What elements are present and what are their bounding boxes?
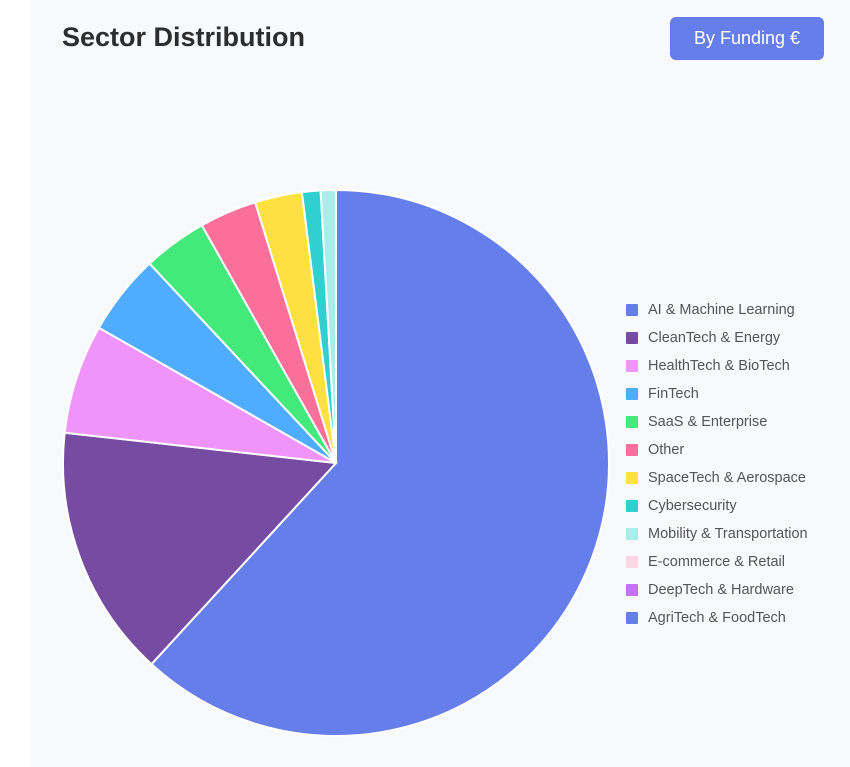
chart-card: Sector Distribution By Funding € AI & Ma… xyxy=(30,0,850,767)
chart-legend: AI & Machine Learning CleanTech & Energy H… xyxy=(626,296,808,632)
legend-label: Cybersecurity xyxy=(648,498,737,514)
legend-item-deeptech-hardware[interactable]: DeepTech & Hardware xyxy=(626,576,808,604)
pie-slice-ai-machine-learning[interactable] xyxy=(150,188,610,737)
legend-swatch xyxy=(626,500,638,512)
pie-slice-cleantech-energy[interactable] xyxy=(62,431,339,666)
legend-swatch xyxy=(626,444,638,456)
pie-slice-healthtech-biotech[interactable] xyxy=(63,326,337,464)
legend-item-e-commerce-retail[interactable]: E-commerce & Retail xyxy=(626,548,808,576)
legend-swatch xyxy=(626,612,638,624)
legend-label: E-commerce & Retail xyxy=(648,554,785,570)
legend-item-other[interactable]: Other xyxy=(626,436,808,464)
legend-swatch xyxy=(626,528,638,540)
legend-swatch xyxy=(626,332,638,344)
legend-swatch xyxy=(626,304,638,316)
legend-swatch xyxy=(626,360,638,372)
legend-swatch xyxy=(626,388,638,400)
legend-item-spacetech-aerospace[interactable]: SpaceTech & Aerospace xyxy=(626,464,808,492)
legend-item-ai-machine-learning[interactable]: AI & Machine Learning xyxy=(626,296,808,324)
legend-swatch xyxy=(626,556,638,568)
legend-label: SpaceTech & Aerospace xyxy=(648,470,806,486)
legend-item-mobility-transportation[interactable]: Mobility & Transportation xyxy=(626,520,808,548)
pie-chart xyxy=(62,188,610,737)
legend-label: HealthTech & BioTech xyxy=(648,358,790,374)
legend-label: CleanTech & Energy xyxy=(648,330,781,346)
legend-swatch xyxy=(626,472,638,484)
legend-item-cleantech-energy[interactable]: CleanTech & Energy xyxy=(626,324,808,352)
legend-label: Other xyxy=(648,442,685,458)
funding-toggle-button[interactable]: By Funding € xyxy=(670,17,824,60)
legend-label: SaaS & Enterprise xyxy=(648,414,768,430)
legend-label: Mobility & Transportation xyxy=(648,526,808,542)
legend-item-healthtech-biotech[interactable]: HealthTech & BioTech xyxy=(626,352,808,380)
legend-item-agritech-foodtech[interactable]: AgriTech & FoodTech xyxy=(626,604,808,632)
legend-swatch xyxy=(626,416,638,428)
legend-item-cybersecurity[interactable]: Cybersecurity xyxy=(626,492,808,520)
legend-label: DeepTech & Hardware xyxy=(648,582,794,598)
legend-label: AI & Machine Learning xyxy=(648,302,795,318)
legend-swatch xyxy=(626,584,638,596)
legend-item-saas-enterprise[interactable]: SaaS & Enterprise xyxy=(626,408,808,436)
legend-item-fintech[interactable]: FinTech xyxy=(626,380,808,408)
pie-slice-mobility-transportation[interactable] xyxy=(319,188,337,464)
legend-label: AgriTech & FoodTech xyxy=(648,610,786,626)
legend-label: FinTech xyxy=(648,386,699,402)
chart-title: Sector Distribution xyxy=(62,22,306,52)
